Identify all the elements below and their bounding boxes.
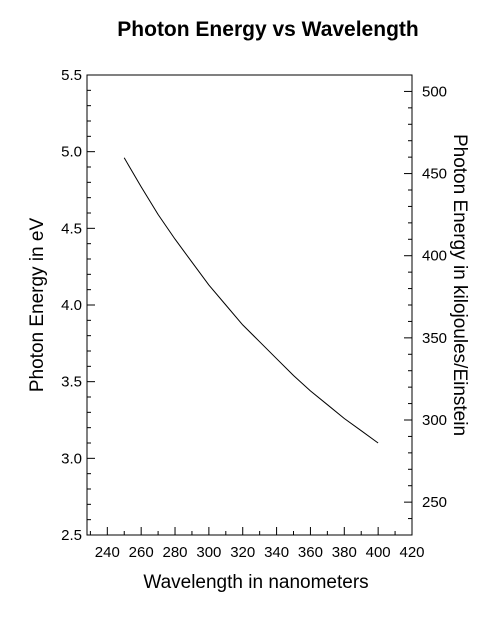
- series-line: [123, 157, 379, 444]
- x-tick-label: 240: [95, 544, 120, 561]
- y-tick-label: 5.5: [61, 67, 82, 84]
- x-tick-label: 320: [230, 544, 255, 561]
- y-tick-label: 5.0: [61, 144, 82, 161]
- axis-ticks: [87, 74, 413, 536]
- y2-axis-title: Photon Energy in kilojoules/Einstein: [449, 134, 470, 436]
- y-tick-label: 3.0: [61, 450, 82, 467]
- y2-tick-label: 300: [422, 412, 447, 429]
- x-tick-label: 400: [366, 544, 391, 561]
- y2-tick-label: 450: [422, 166, 447, 183]
- series-layer: [123, 157, 379, 444]
- x-axis-title: Wavelength in nanometers: [143, 572, 368, 593]
- y-tick-label: 3.5: [61, 374, 82, 391]
- axis-tick-labels: 240 260 280 300 320 340 360 380 400 420 2.5 3.0 3.5 4…: [61, 67, 447, 561]
- chart-title: Photon Energy vs Wavelength: [117, 18, 419, 41]
- y-tick-label: 2.5: [61, 527, 82, 544]
- y2-tick-label: 250: [422, 494, 447, 511]
- x-tick-label: 420: [399, 544, 424, 561]
- x-tick-label: 360: [298, 544, 323, 561]
- y-tick-label: 4.0: [61, 297, 82, 314]
- plot-frame: [86, 74, 413, 536]
- x-tick-label: 300: [196, 544, 221, 561]
- x-tick-label: 280: [163, 544, 188, 561]
- y2-tick-label: 500: [422, 83, 447, 100]
- y2-tick-label: 400: [422, 248, 447, 265]
- x-tick-label: 380: [332, 544, 357, 561]
- y2-tick-label: 350: [422, 330, 447, 347]
- x-tick-label: 340: [264, 544, 289, 561]
- x-tick-label: 260: [129, 544, 154, 561]
- y-tick-label: 4.5: [61, 220, 82, 237]
- y-axis-title: Photon Energy in eV: [27, 218, 48, 393]
